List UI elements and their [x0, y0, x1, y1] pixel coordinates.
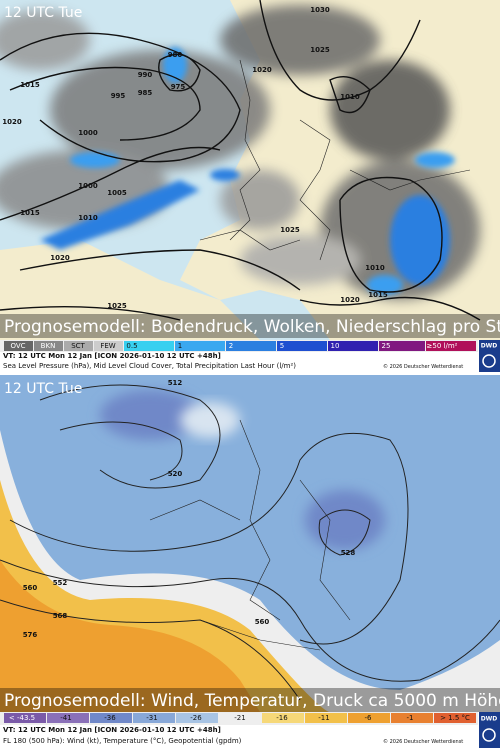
dwd-logo: DWD — [479, 712, 500, 748]
legend-label: -41 — [60, 714, 71, 722]
legend-label: SCT — [71, 342, 85, 350]
legend-label: -36 — [104, 714, 116, 722]
isobar-label: 1020 — [50, 254, 70, 262]
isobar-label: 990 — [138, 71, 153, 79]
contour-label: 520 — [168, 470, 183, 478]
description: FL 180 (500 hPa): Wind (kt), Temperature… — [3, 737, 242, 745]
legend-label: 10 — [331, 342, 340, 350]
isobar-label: 1025 — [310, 46, 330, 54]
map-title: Prognosemodell: Bodendruck, Wolken, Nied… — [4, 317, 500, 337]
isobar-label: 1005 — [107, 189, 127, 197]
isobar-label: 1010 — [365, 264, 385, 272]
legend-label: < -43.5 — [9, 714, 35, 722]
bottom-legend: < -43.5 -41 -36 -31 -26 -21 -16 -11 -6 -… — [0, 712, 478, 725]
time-stamp: 12 UTC Tue — [4, 381, 82, 397]
legend-label: ≥50 l/m² — [427, 342, 458, 350]
isobar-label: 1000 — [78, 182, 98, 190]
isobar-label: 985 — [138, 89, 153, 97]
legend-label: -21 — [234, 714, 245, 722]
valid-time: VT: 12 UTC Mon 12 Jan [ICON 2026-01-10 1… — [3, 352, 221, 360]
description: Sea Level Pressure (hPa), Mid Level Clou… — [3, 362, 296, 370]
legend-label: OVC — [10, 342, 25, 350]
contour-label: 560 — [255, 618, 270, 626]
legend-label: -6 — [365, 714, 373, 722]
top-map: 1030 1025 1020 1015 1020 1000 995 990 98… — [0, 0, 500, 340]
logo-text: DWD — [481, 716, 498, 723]
isobar-label: 1015 — [368, 291, 388, 299]
copyright: © 2026 Deutscher Wetterdienst — [383, 363, 463, 370]
isobar-label: 995 — [111, 92, 126, 100]
contour-label: 552 — [53, 579, 68, 587]
legend-label: 2 — [229, 342, 233, 350]
isobar-label: 980 — [168, 51, 183, 59]
legend-label: -11 — [318, 714, 329, 722]
isobar-labels: 1030 1025 1020 1015 1020 1000 995 990 98… — [2, 6, 388, 310]
isobar-label: 1015 — [20, 81, 40, 89]
contour-labels: 512 520 528 552 560 568 576 560 — [23, 379, 356, 639]
contour-label: 512 — [168, 379, 183, 387]
legend-label: -16 — [276, 714, 288, 722]
contour-label: 568 — [53, 612, 68, 620]
legend-label: -31 — [146, 714, 157, 722]
legend-label: BKN — [41, 342, 56, 350]
isobar-label: 1025 — [107, 302, 127, 310]
dwd-logo: DWD — [479, 340, 500, 372]
contour-label: 576 — [23, 631, 38, 639]
isobar-label: 975 — [171, 83, 186, 91]
isobar-label: 1010 — [78, 214, 98, 222]
top-legend: OVC BKN SCT FEW 0.5 1 2 5 10 25 ≥50 l/m² — [0, 340, 478, 352]
legend-label: -1 — [407, 714, 414, 722]
logo-text: DWD — [481, 343, 498, 350]
legend-label: FEW — [100, 342, 115, 350]
legend-label: 5 — [280, 342, 284, 350]
legend-label: > 1.5 °C — [440, 714, 470, 722]
isobar-label: 1020 — [2, 118, 22, 126]
map-title: Prognosemodell: Wind, Temperatur, Druck … — [4, 691, 500, 711]
legend-label: 1 — [178, 342, 182, 350]
isobar-label: 1000 — [78, 129, 98, 137]
contour-label: 560 — [23, 584, 38, 592]
bottom-map: 512 520 528 552 560 568 576 560 12 UTC T… — [0, 375, 500, 712]
isobar-label: 1025 — [280, 226, 300, 234]
isobar-label: 1020 — [252, 66, 272, 74]
copyright: © 2026 Deutscher Wetterdienst — [383, 738, 463, 745]
legend-label: -26 — [190, 714, 202, 722]
isobar-label: 1020 — [340, 296, 360, 304]
isobar-label: 1010 — [340, 93, 360, 101]
legend-label: 0.5 — [126, 342, 137, 350]
contour-label: 528 — [341, 549, 356, 557]
valid-time: VT: 12 UTC Mon 12 Jan [ICON 2026-01-10 1… — [3, 726, 221, 734]
isobar-label: 1030 — [310, 6, 330, 14]
time-stamp: 12 UTC Tue — [4, 5, 82, 21]
legend-label: 25 — [382, 342, 391, 350]
isobar-label: 1015 — [20, 209, 40, 217]
